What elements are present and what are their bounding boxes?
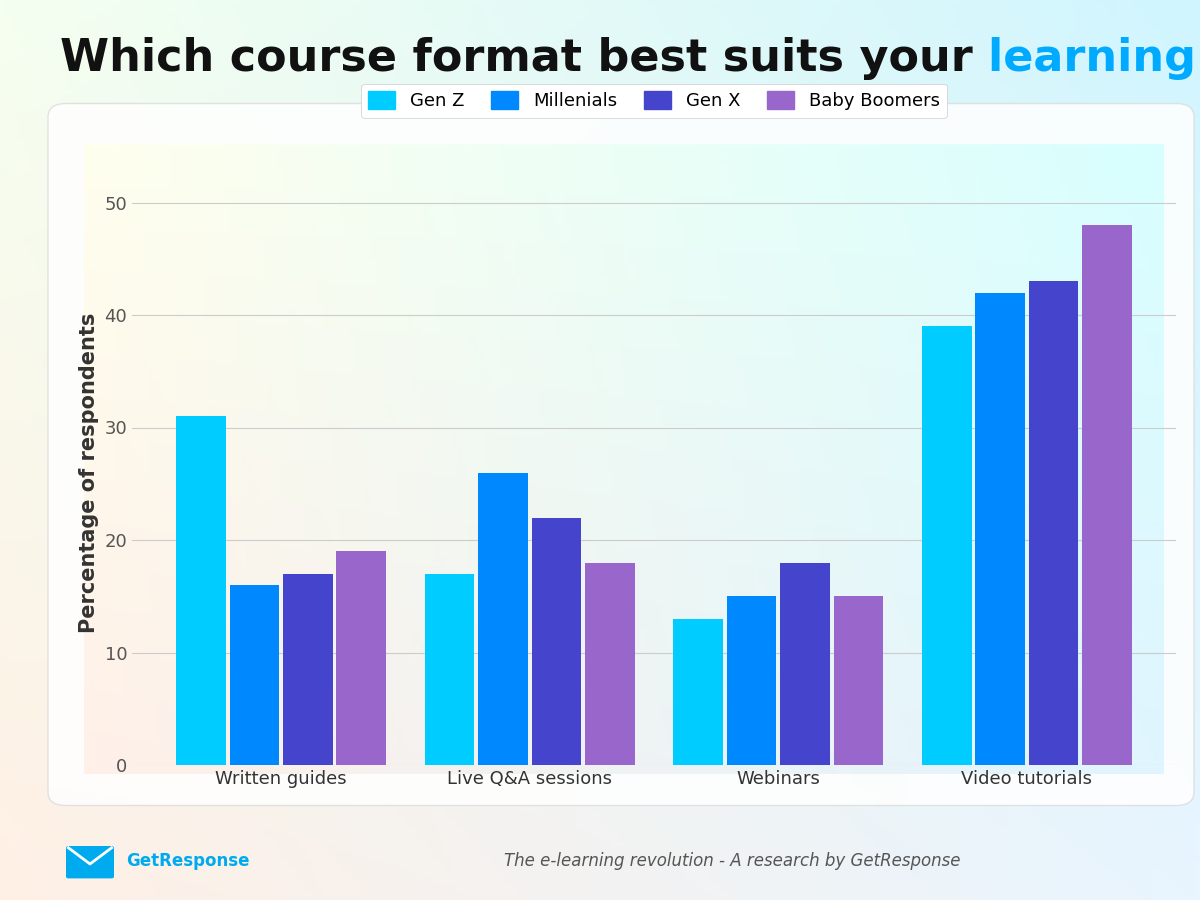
Bar (532, 518, 581, 765)
Bar (922, 327, 972, 765)
Bar (1028, 281, 1079, 765)
Bar (673, 619, 722, 765)
Bar (229, 585, 280, 765)
Bar (780, 562, 830, 765)
Text: Which course format best suits your: Which course format best suits your (60, 37, 989, 80)
Bar (336, 551, 386, 765)
Bar (1082, 225, 1132, 765)
Y-axis label: Percentage of respondents: Percentage of respondents (79, 312, 98, 633)
Bar (425, 574, 474, 765)
Bar (283, 574, 332, 765)
Bar (976, 292, 1025, 765)
Bar (586, 562, 635, 765)
Bar (478, 472, 528, 765)
Bar (834, 596, 883, 765)
Text: The e-learning revolution - A research by GetResponse: The e-learning revolution - A research b… (504, 852, 960, 870)
Text: GetResponse: GetResponse (126, 852, 250, 870)
FancyBboxPatch shape (66, 846, 114, 878)
Bar (176, 416, 226, 765)
Text: learning style?: learning style? (989, 37, 1200, 80)
Bar (727, 596, 776, 765)
Legend: Gen Z, Millenials, Gen X, Baby Boomers: Gen Z, Millenials, Gen X, Baby Boomers (361, 84, 947, 118)
